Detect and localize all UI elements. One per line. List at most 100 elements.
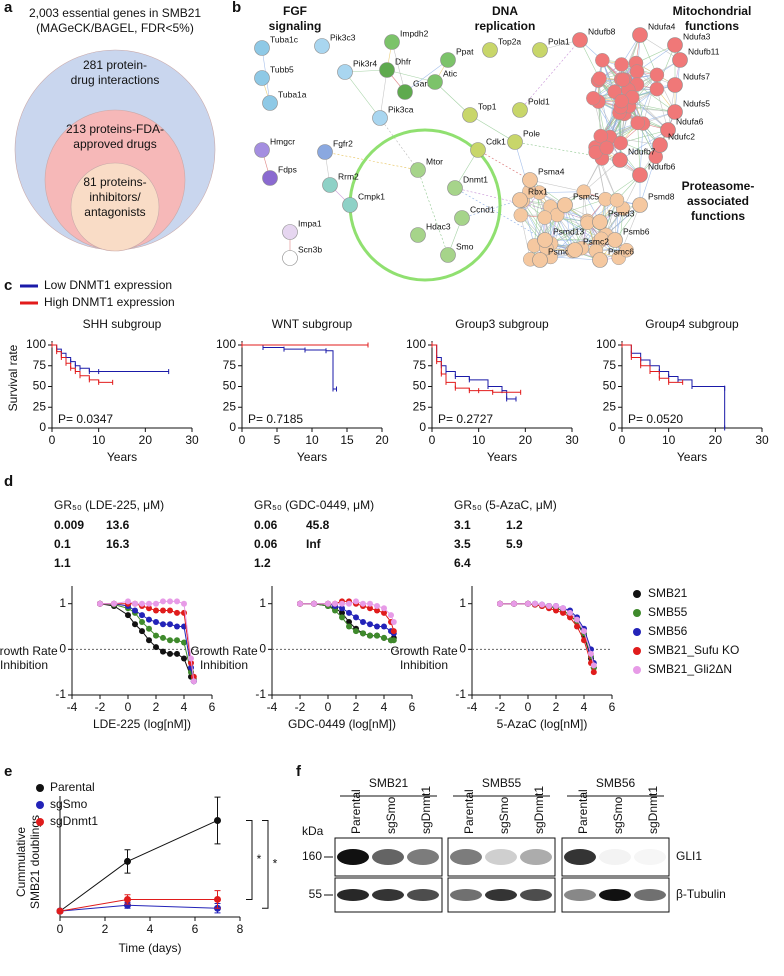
network-edge [469,114,516,143]
network-node [537,210,552,225]
data-point [367,605,373,612]
group-label: SMB56 [596,776,636,790]
x-tick-label: -2 [295,700,306,714]
y-tick-label: 75 [223,358,237,372]
blot-band [564,849,596,865]
lane-label: sgDnmt1 [646,786,660,834]
data-point [124,901,131,909]
data-point [574,616,580,623]
y-tick-label: 25 [33,399,47,413]
node-label: Pik3r4 [353,58,377,68]
km-step [640,365,651,372]
network-node [282,224,298,240]
blot-band [450,889,482,901]
venn-label: 81 proteins- [83,175,146,189]
km-step [66,356,72,362]
x-tick-label: -4 [467,700,478,714]
y-tick-label: 50 [413,379,427,393]
y-axis-label: Growth Rate [390,644,458,658]
blot-band [372,889,404,901]
blot-frame [447,837,556,877]
node-label: Hdac3 [426,221,451,231]
data-point [367,621,373,628]
node-label: Ndufs5 [683,98,710,108]
gr50-value: 5.9 [506,537,523,551]
data-point [153,644,159,651]
node-label: Ndufb6 [648,161,676,171]
y-axis-label: Growth Rate [0,644,58,658]
data-point [146,625,152,632]
x-tick-label: 0 [525,700,532,714]
x-tick-label: 4 [181,700,188,714]
network-node [593,128,609,144]
network-node [632,27,648,43]
series-line [59,820,218,912]
km-step [56,351,62,358]
network-node [609,192,625,208]
km-step [61,352,67,358]
data-point [390,637,397,644]
network-node [613,135,628,151]
network-node [410,162,426,178]
km-step [441,373,447,383]
data-point [339,609,345,616]
x-tick-label: 0 [429,433,436,447]
network-node [440,52,456,68]
network-edge [434,81,471,116]
x-tick-label: 4 [381,700,388,714]
node-label: Psmd8 [648,191,675,201]
blot-band [407,849,439,865]
blot-band [599,849,631,865]
data-point [374,602,380,609]
x-tick-label: 20 [139,433,153,447]
network-node [507,134,523,150]
km-step [436,361,442,375]
venn-label: 213 proteins-FDA- [66,122,164,136]
y-tick-label: 75 [413,358,427,372]
significance: * [273,857,278,871]
fit-line [99,603,195,682]
gr50-value: 1.2 [506,518,523,532]
gr50-value: 0.06 [254,537,278,551]
network-node [557,197,573,213]
node-label: Ndufb8 [588,26,616,36]
data-point [539,601,545,608]
network-edge [379,117,419,171]
venn-label: 281 protein- [83,58,147,72]
y-tick-label: 50 [603,379,617,393]
cluster-label: signaling [269,19,322,33]
legend-label: SMB21_Gli2ΔN [648,662,732,676]
km-step [631,356,642,366]
data-point [581,637,587,644]
data-point [160,598,166,605]
network-node [629,64,645,79]
y-tick-label: 0 [609,420,616,434]
data-point [214,816,221,824]
data-point [560,605,566,612]
legend-swatch [633,590,641,598]
data-point [181,639,187,646]
panel-label: c [4,277,12,294]
legend-label: Parental [50,780,95,794]
data-point [174,650,180,657]
x-tick-label: -4 [67,700,78,714]
network-edge [619,129,669,161]
network-edge [520,215,531,260]
blot-band [520,889,552,901]
cluster-label: replication [475,19,536,33]
y-axis-label: Inhibition [400,658,448,672]
x-tick-label: 6 [209,700,216,714]
y-tick-label: 50 [33,379,47,393]
x-tick-label: 6 [609,700,616,714]
network-node [660,122,676,138]
sig-bracket [246,819,253,900]
data-point [153,618,159,625]
km-step [66,362,72,369]
node-label: Ndufs7 [683,71,710,81]
network-edge [637,122,641,176]
data-point [374,623,380,630]
x-tick-label: 2 [153,700,160,714]
legend-label: SMB21 [648,586,688,600]
km-step [455,376,470,380]
